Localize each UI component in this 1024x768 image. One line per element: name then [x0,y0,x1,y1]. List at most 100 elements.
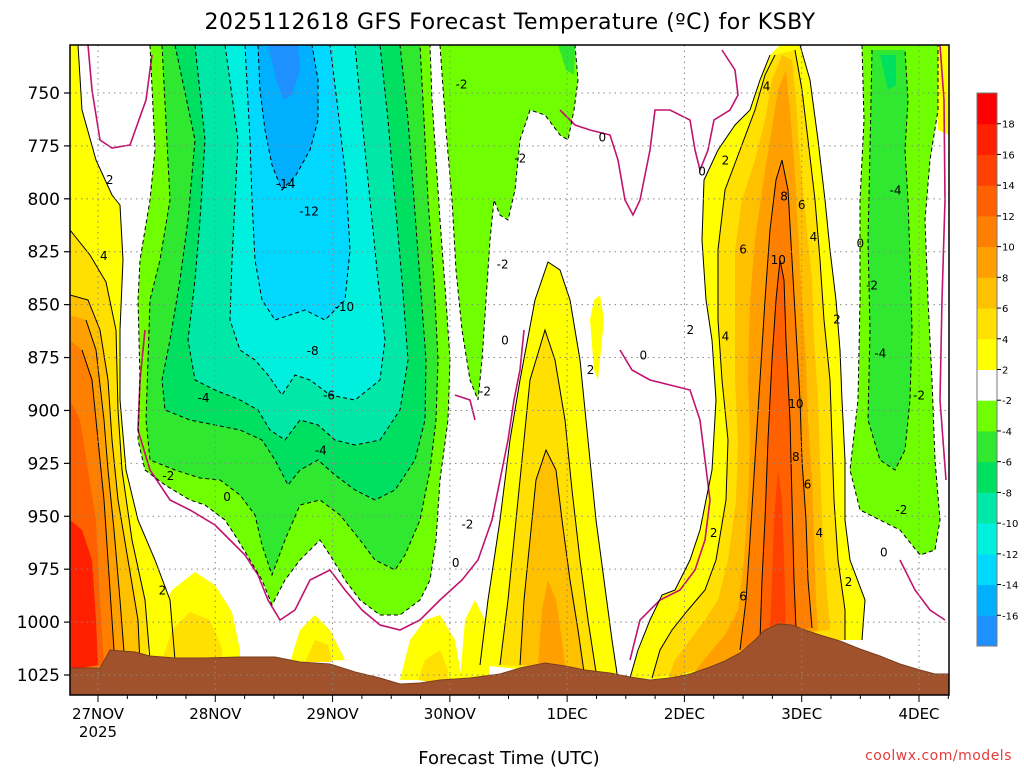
colorbar-swatch [977,369,997,401]
colorbar-swatch [977,400,997,432]
y-axis: 750 775 800 825 850 875 900 925 950 975 1000 1025 [17,84,70,686]
colorbar-swatch [977,492,997,524]
colorbar-swatch [977,215,997,248]
colorbar-swatch [977,584,997,616]
contour-label: 2 [710,526,718,540]
colorbar-label: -6 [1002,458,1012,469]
contour-label: 0 [223,490,231,504]
y-tick-label: 775 [28,137,60,157]
y-tick-label: 1000 [17,613,60,633]
colorbar-label: -2 [1002,396,1012,407]
contour-label: 0 [857,236,865,250]
contour-lines [70,45,866,681]
contour-label: -4 [198,391,210,405]
x-tick-label: 30NOV [424,705,477,723]
colorbar-swatch [977,523,997,555]
contour-label: 6 [739,243,747,257]
contour-label: 2 [106,173,114,187]
colorbar-swatch [977,430,997,463]
zero-contours [87,45,947,661]
colorbar-label: -4 [1002,427,1012,438]
y-tick-label: 875 [28,349,60,369]
colorbar-swatch [977,277,997,309]
contour-label: -4 [315,444,327,458]
warm-region-left [70,45,175,670]
plot-frame [69,44,950,696]
contour-label: 0 [880,545,888,559]
y-tick-label: 825 [28,243,60,263]
chart-title: 2025112618 GFS Forecast Temperature (ºC)… [204,10,815,35]
cold-contour-lines [137,45,941,616]
y-tick-label: 1025 [17,666,60,686]
contour-label: 4 [100,249,108,263]
contour-label: -2 [866,279,878,293]
contour-label: 8 [792,450,800,464]
contour-label: -12 [299,205,319,219]
colorbar-label: 16 [1002,150,1015,161]
colorbar-swatch [977,308,997,340]
contour-label: -8 [307,344,319,358]
contour-label: -2 [162,469,174,483]
colorbar-swatch [977,461,997,493]
contour-label: 0 [501,334,509,348]
y-tick-label: 750 [28,84,60,104]
contour-label: 2 [845,575,853,589]
colorbar-label: -16 [1002,611,1018,622]
colorbar-swatch [977,246,997,278]
colorbar-label: 8 [1002,273,1008,284]
x-tick-label: 29NOV [307,705,360,723]
contour-label: 6 [739,590,747,604]
colorbar-label: -10 [1002,519,1018,530]
y-tick-label: 950 [28,507,60,527]
contour-label: -2 [913,389,925,403]
colorbar-swatch [977,615,997,647]
contour-label: -4 [874,346,886,360]
contour-label: 2 [686,323,694,337]
contour-label: 4 [815,526,823,540]
cold-region-right [850,45,940,555]
contour-label: 10 [788,397,803,411]
x-tick-label: 1DEC [547,705,588,723]
colorbar-swatch [977,93,997,125]
colorbar-label: 18 [1002,120,1015,131]
contour-label: 2 [587,363,595,377]
contour-label: 10 [771,253,786,267]
x-tick-label: 3DEC [781,705,822,723]
contour-label: 4 [763,80,771,94]
y-tick-label: 975 [28,560,60,580]
contour-label: -2 [895,503,907,517]
contour-label: -14 [276,177,296,191]
x-tick-label: 27NOV [72,705,125,723]
colorbar-legend: -16 -14 -12 -10 -8 -6 -4 -2 2 4 6 8 10 12 14 16 18 [976,92,1018,647]
x-tick-year: 2025 [79,723,117,741]
contour-label: 6 [798,198,806,212]
x-tick-label: 4DEC [898,705,939,723]
contour-label: -2 [479,384,491,398]
contour-label: 2 [722,154,730,168]
credit-text: coolwx.com/models [865,748,1012,764]
colorbar-label: 14 [1002,181,1015,192]
colorbar-label: -8 [1002,488,1012,499]
x-tick-label: 28NOV [189,705,242,723]
colorbar-label: 2 [1002,366,1008,377]
colorbar-swatch [977,154,997,186]
colorbar-swatch [977,553,997,586]
contour-label: 0 [599,130,607,144]
contour-label: 0 [452,556,460,570]
colorbar-label: 4 [1002,335,1008,346]
colorbar-label: -12 [1002,550,1018,561]
x-tick-label: 2DEC [664,705,705,723]
contour-label: 8 [780,190,788,204]
colorbar-label: 12 [1002,212,1015,223]
x-axis-title: Forecast Time (UTC) [418,748,599,768]
contour-labels: -2 -2 -2 -2 -2 -2 -2 -2 -2 -4 -4 -4 -4 -6 -8 -10 -12-14 0… [100,78,925,604]
contour-label: -2 [456,78,468,92]
contour-label: -10 [334,300,354,314]
contour-label: 0 [698,164,706,178]
contour-label: 6 [804,478,812,492]
y-tick-label: 925 [28,454,60,474]
contour-label: -4 [890,183,902,197]
contour-label: 2 [159,583,167,597]
warm-blobs-surface [145,572,490,685]
